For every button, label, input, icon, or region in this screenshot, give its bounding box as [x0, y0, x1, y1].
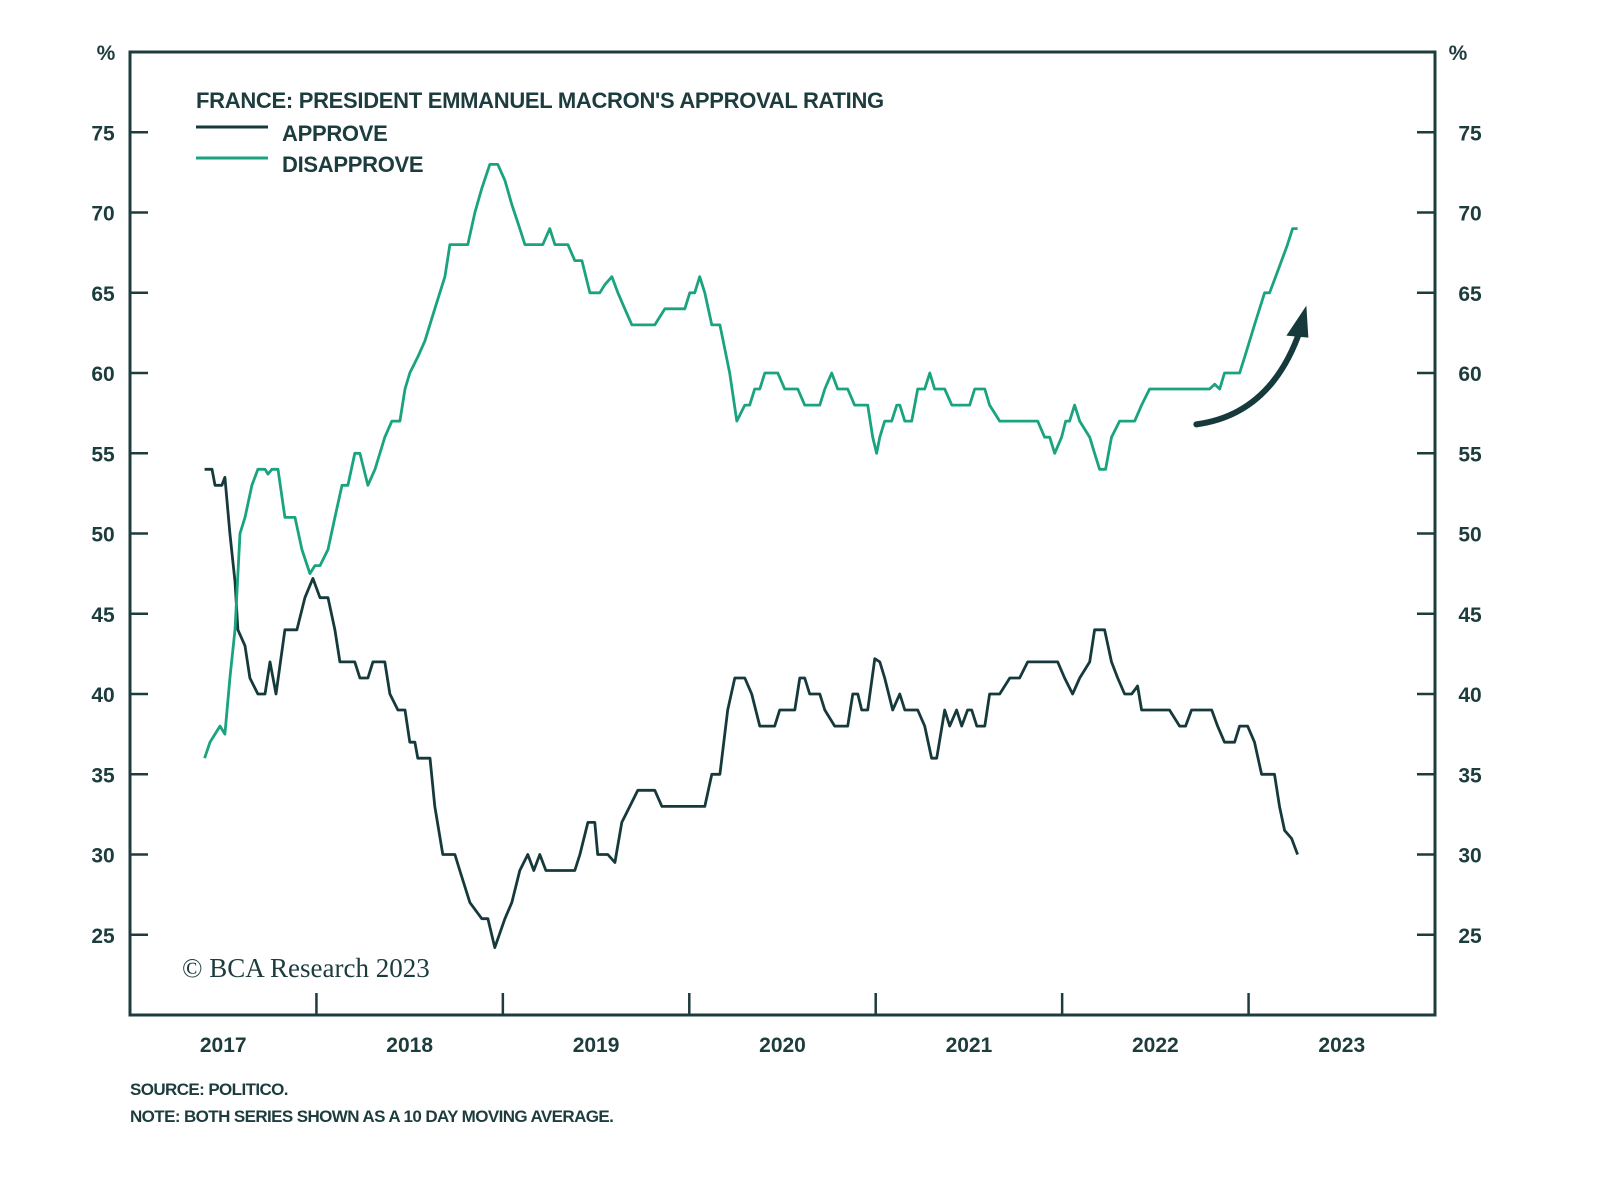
- y-tick-label-left: 65: [91, 283, 115, 306]
- y-tick-label-left: 40: [91, 684, 114, 707]
- series-line-disapprove: [203, 163, 1298, 759]
- axes: 25 25 30 30 35 35 40 40 45 45 50 50 55 55 60 60 65 65 70 70…: [91, 50, 1482, 1057]
- y-tick-label-right: 25: [1458, 925, 1482, 948]
- series-line-approve: [204, 467, 1299, 949]
- y-tick-label-right: 60: [1458, 363, 1481, 386]
- legend: APPROVE DISAPPROVE: [196, 121, 424, 177]
- source-note: SOURCE: POLITICO.: [130, 1080, 288, 1099]
- y-tick-label-right: 55: [1458, 443, 1482, 466]
- y-tick-label-left: 75: [91, 122, 115, 145]
- x-tick-label-2018: 2018: [386, 1034, 433, 1057]
- y-tick-label-left: 60: [91, 363, 114, 386]
- y-tick-label-right: 35: [1458, 764, 1482, 787]
- y-tick-label-left: 55: [91, 443, 115, 466]
- x-tick-label-2023: 2023: [1318, 1034, 1365, 1057]
- legend-label-approve: APPROVE: [282, 121, 387, 146]
- y-tick-label-right: 30: [1458, 845, 1481, 868]
- y-tick-label-right: 70: [1458, 203, 1481, 226]
- x-tick-label-2017: 2017: [200, 1034, 247, 1057]
- y-tick-label-right: 45: [1458, 604, 1482, 627]
- y-tick-label-left: 30: [91, 845, 114, 868]
- arrow-shaft: [1193, 326, 1304, 428]
- chart-title: FRANCE: PRESIDENT EMMANUEL MACRON'S APPR…: [196, 88, 884, 113]
- trend-arrow-annotation: [1193, 305, 1309, 428]
- plot-frame: [128, 50, 1437, 1017]
- x-tick-label-2022: 2022: [1132, 1034, 1179, 1057]
- series-layer: [203, 163, 1299, 949]
- y-tick-label-right: 65: [1458, 283, 1482, 306]
- y-tick-label-left: 50: [91, 524, 114, 547]
- y-tick-label-left: 35: [91, 764, 115, 787]
- y-tick-label-right: 75: [1458, 122, 1482, 145]
- left-axis-unit: %: [97, 42, 116, 65]
- right-axis-unit: %: [1449, 42, 1468, 65]
- y-tick-label-right: 50: [1458, 524, 1481, 547]
- legend-label-disapprove: DISAPPROVE: [282, 152, 423, 177]
- x-tick-label-2019: 2019: [573, 1034, 620, 1057]
- copyright-watermark: © BCA Research 2023: [182, 953, 430, 983]
- x-tick-label-2020: 2020: [759, 1034, 806, 1057]
- y-tick-label-left: 45: [91, 604, 115, 627]
- y-tick-label-right: 40: [1458, 684, 1481, 707]
- x-tick-label-2021: 2021: [946, 1034, 993, 1057]
- y-tick-label-left: 25: [91, 925, 115, 948]
- arrow-head-icon: [1286, 305, 1309, 338]
- y-tick-label-left: 70: [91, 203, 114, 226]
- footnote: NOTE: BOTH SERIES SHOWN AS A 10 DAY MOVI…: [130, 1107, 613, 1126]
